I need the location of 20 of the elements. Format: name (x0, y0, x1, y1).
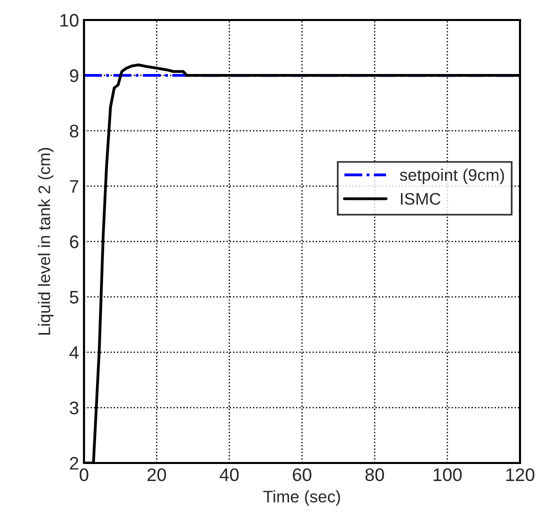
x-tick-label: 120 (506, 468, 534, 482)
y-tick-label: 3 (70, 402, 78, 414)
y-tick-label: 9 (70, 69, 78, 82)
y-tick-label: 4 (70, 346, 79, 359)
legend-label: setpoint (9cm) (400, 168, 504, 184)
x-tick-label: 60 (292, 468, 312, 482)
y-tick-label: 2 (70, 456, 78, 470)
y-tick-label: 10 (60, 14, 78, 27)
y-axis-title: Liquid level in tank 2 (cm) (38, 148, 54, 335)
y-tick-label: 5 (70, 290, 78, 304)
legend-label: ISMC (400, 192, 440, 205)
x-tick-label: 0 (80, 468, 88, 482)
x-tick-label: 20 (148, 468, 166, 482)
x-axis-title: Time (sec) (263, 490, 340, 506)
x-tick-label: 80 (365, 468, 384, 482)
x-tick-label: 100 (434, 468, 462, 482)
x-tick-label: 40 (220, 468, 239, 482)
y-tick-label: 7 (70, 180, 78, 193)
y-tick-label: 8 (70, 124, 78, 138)
y-tick-label: 6 (70, 235, 78, 248)
